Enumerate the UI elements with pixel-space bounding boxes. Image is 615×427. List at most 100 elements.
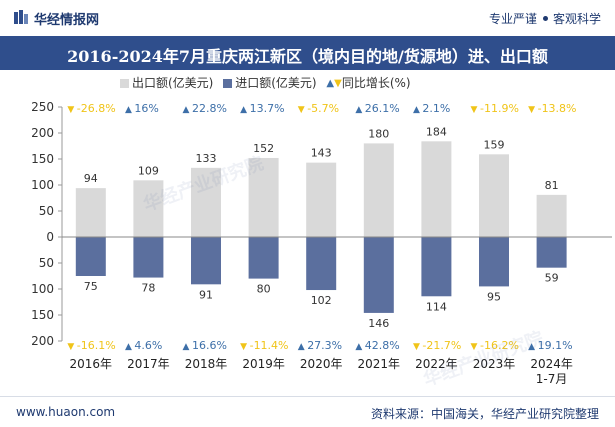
export-yoy-up-icon: ▲: [413, 105, 420, 115]
dot-separator-icon: [542, 16, 548, 21]
import-yoy-label: 16.6%: [192, 339, 227, 352]
import-yoy-label: -21.7%: [422, 339, 461, 352]
slogan-left: 专业严谨: [488, 12, 537, 26]
import-yoy-label: 42.8%: [365, 339, 400, 352]
export-bar: [479, 154, 509, 237]
export-yoy-up-icon: ▲: [125, 105, 132, 115]
x-tick-label: 2024年: [530, 357, 573, 371]
x-tick-label: 2019年: [242, 357, 285, 371]
x-tick-label: 2023年: [473, 357, 516, 371]
import-yoy-label: 27.3%: [307, 339, 342, 352]
legend-import-label: 进口额(亿美元): [235, 76, 317, 90]
export-yoy-down-icon: ▼: [67, 105, 74, 115]
export-yoy-label: 2.1%: [422, 102, 450, 115]
y-tick-label: 200: [31, 334, 54, 348]
import-bar: [133, 237, 164, 278]
chart-legend: 出口额(亿美元) 进口额(亿美元) ▲▼同比增长(%): [120, 74, 417, 94]
import-yoy-down-icon: ▼: [413, 342, 420, 352]
import-bar: [248, 237, 279, 279]
logo-text: 华经情报网: [34, 13, 100, 28]
x-tick-label: 1-7月: [536, 372, 568, 386]
top-bar: 华经情报网 专业严谨 客观科学: [0, 0, 615, 36]
import-bar: [479, 237, 509, 287]
y-tick-label: 250: [31, 100, 54, 114]
export-bar: [421, 141, 452, 237]
legend-yoy: ▲▼同比增长(%): [326, 74, 410, 91]
import-value-label: 80: [257, 283, 271, 296]
import-value-label: 91: [199, 288, 213, 301]
export-value-label: 143: [311, 147, 332, 160]
x-tick-label: 2021年: [358, 357, 401, 371]
import-yoy-up-icon: ▲: [528, 342, 535, 352]
import-bar: [191, 237, 221, 285]
import-yoy-up-icon: ▲: [183, 342, 190, 352]
y-tick-label: 100: [31, 282, 54, 296]
slogan: 专业严谨 客观科学: [489, 10, 601, 27]
import-value-label: 75: [84, 280, 98, 293]
export-bar: [306, 162, 337, 237]
export-yoy-up-icon: ▲: [355, 105, 362, 115]
chart-title: 2016-2024年7月重庆两江新区（境内目的地/货源地）进、出口额: [67, 47, 548, 66]
export-value-label: 81: [545, 179, 559, 192]
import-value-label: 146: [368, 317, 389, 330]
slogan-right: 客观科学: [552, 12, 601, 26]
export-value-label: 159: [484, 138, 505, 151]
x-tick-label: 2016年: [70, 357, 113, 371]
import-value-label: 95: [487, 290, 501, 303]
import-bar: [306, 237, 337, 291]
legend-import-swatch: [223, 79, 233, 88]
import-yoy-up-icon: ▲: [355, 342, 362, 352]
import-bar: [363, 237, 394, 313]
export-yoy-label: 13.7%: [250, 102, 285, 115]
import-yoy-down-icon: ▼: [240, 342, 247, 352]
legend-export: 出口额(亿美元): [120, 74, 213, 91]
logo-icon: [14, 10, 28, 24]
export-value-label: 184: [426, 125, 447, 138]
export-yoy-down-icon: ▼: [528, 105, 535, 115]
export-value-label: 94: [84, 172, 98, 185]
y-tick-label: 100: [31, 178, 54, 192]
export-bar: [75, 188, 106, 237]
export-yoy-label: 16%: [134, 102, 158, 115]
y-tick-label: 150: [31, 308, 54, 322]
import-value-label: 78: [141, 282, 155, 295]
import-value-label: 102: [311, 294, 332, 307]
title-bar: 2016-2024年7月重庆两江新区（境内目的地/货源地）进、出口额: [0, 36, 615, 70]
import-value-label: 59: [545, 272, 559, 285]
import-yoy-up-icon: ▲: [298, 342, 305, 352]
export-yoy-up-icon: ▲: [240, 105, 247, 115]
legend-import: 进口额(亿美元): [223, 74, 317, 91]
import-yoy-down-icon: ▼: [471, 342, 478, 352]
legend-export-label: 出口额(亿美元): [132, 76, 214, 90]
y-tick-label: 150: [31, 152, 54, 166]
legend-down-triangle-icon: ▼: [334, 78, 342, 89]
export-value-label: 152: [253, 142, 274, 155]
export-value-label: 109: [138, 164, 159, 177]
import-yoy-label: 4.6%: [134, 339, 162, 352]
import-bar: [421, 237, 452, 297]
export-bar: [248, 157, 279, 237]
import-bar: [75, 237, 106, 276]
export-yoy-label: 22.8%: [192, 102, 227, 115]
footer: www.huaon.com 资料来源：中国海关，华经产业研究院整理: [0, 396, 615, 427]
import-yoy-up-icon: ▲: [125, 342, 132, 352]
footer-site: www.huaon.com: [16, 405, 116, 419]
x-tick-label: 2018年: [185, 357, 228, 371]
export-bar: [363, 143, 394, 237]
export-bar: [536, 194, 567, 237]
y-tick-label: 200: [31, 126, 54, 140]
y-tick-label: 50: [39, 256, 54, 270]
import-bar: [536, 237, 567, 268]
import-yoy-label: 19.1%: [538, 339, 573, 352]
legend-yoy-label: 同比增长(%): [341, 76, 411, 90]
legend-export-swatch: [120, 79, 129, 88]
export-value-label: 180: [368, 127, 389, 140]
export-yoy-down-icon: ▼: [298, 105, 305, 115]
export-yoy-label: -5.7%: [307, 102, 339, 115]
export-yoy-down-icon: ▼: [471, 105, 478, 115]
import-yoy-label: -16.1%: [77, 339, 116, 352]
import-yoy-label: -16.2%: [480, 339, 519, 352]
import-yoy-down-icon: ▼: [67, 342, 74, 352]
export-bar: [133, 180, 164, 237]
